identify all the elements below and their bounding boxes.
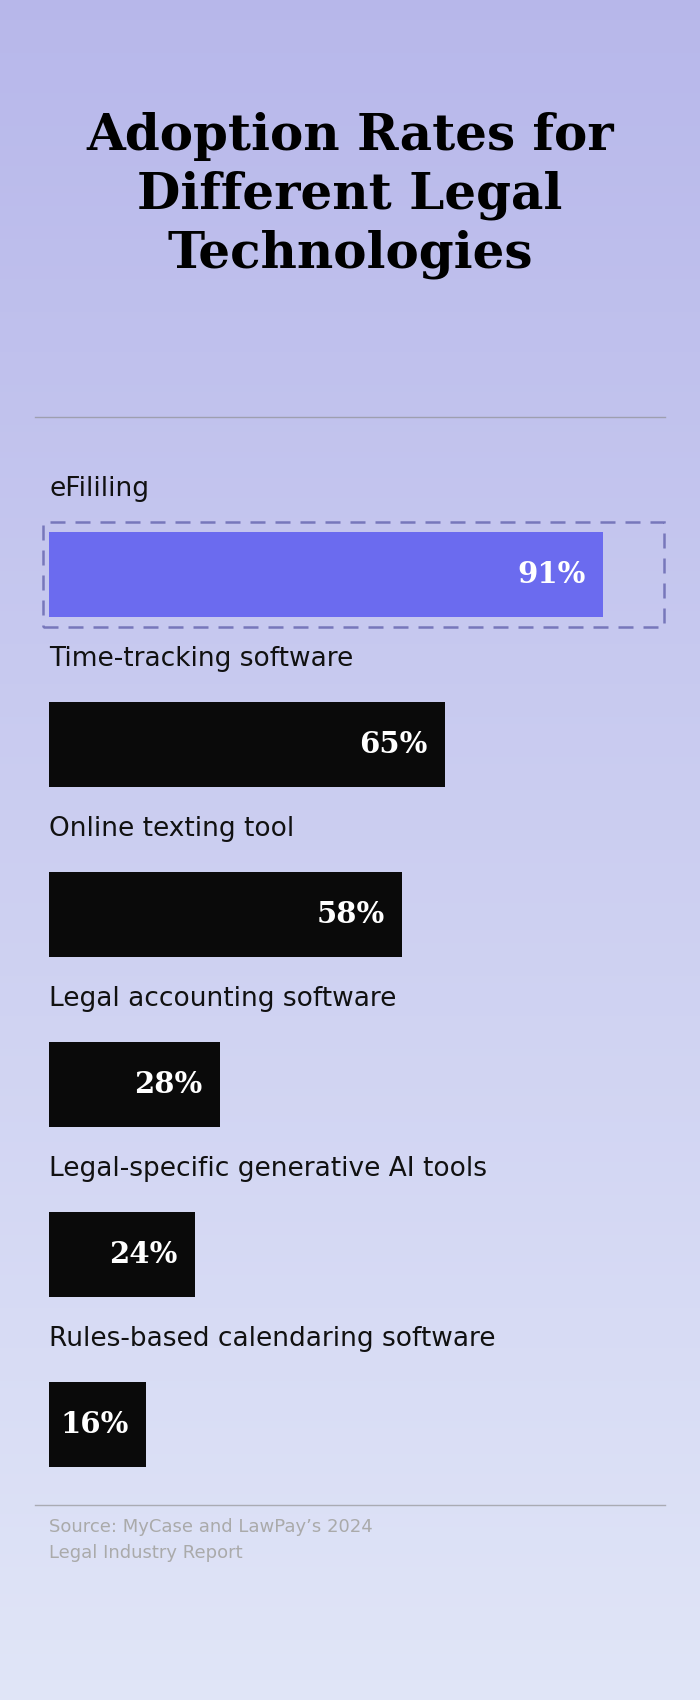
Text: Time-tracking software: Time-tracking software: [49, 646, 354, 672]
Text: Legal accounting software: Legal accounting software: [49, 986, 396, 1011]
Text: 24%: 24%: [109, 1239, 178, 1270]
Text: 65%: 65%: [359, 729, 427, 760]
Text: Rules-based calendaring software: Rules-based calendaring software: [49, 1326, 496, 1352]
FancyBboxPatch shape: [49, 1212, 195, 1297]
Text: 28%: 28%: [134, 1069, 202, 1100]
Text: Source: MyCase and LawPay’s 2024
Legal Industry Report: Source: MyCase and LawPay’s 2024 Legal I…: [49, 1518, 372, 1562]
Text: 91%: 91%: [517, 559, 586, 590]
FancyBboxPatch shape: [49, 1382, 146, 1467]
FancyBboxPatch shape: [49, 872, 402, 957]
Text: eFililing: eFililing: [49, 476, 149, 502]
Text: Adoption Rates for
Different Legal
Technologies: Adoption Rates for Different Legal Techn…: [86, 112, 614, 279]
FancyBboxPatch shape: [49, 532, 603, 617]
Text: 58%: 58%: [316, 899, 385, 930]
Text: Online texting tool: Online texting tool: [49, 816, 294, 842]
Text: Legal-specific generative AI tools: Legal-specific generative AI tools: [49, 1156, 487, 1181]
FancyBboxPatch shape: [49, 1042, 220, 1127]
FancyBboxPatch shape: [49, 702, 445, 787]
Text: 16%: 16%: [61, 1409, 129, 1440]
